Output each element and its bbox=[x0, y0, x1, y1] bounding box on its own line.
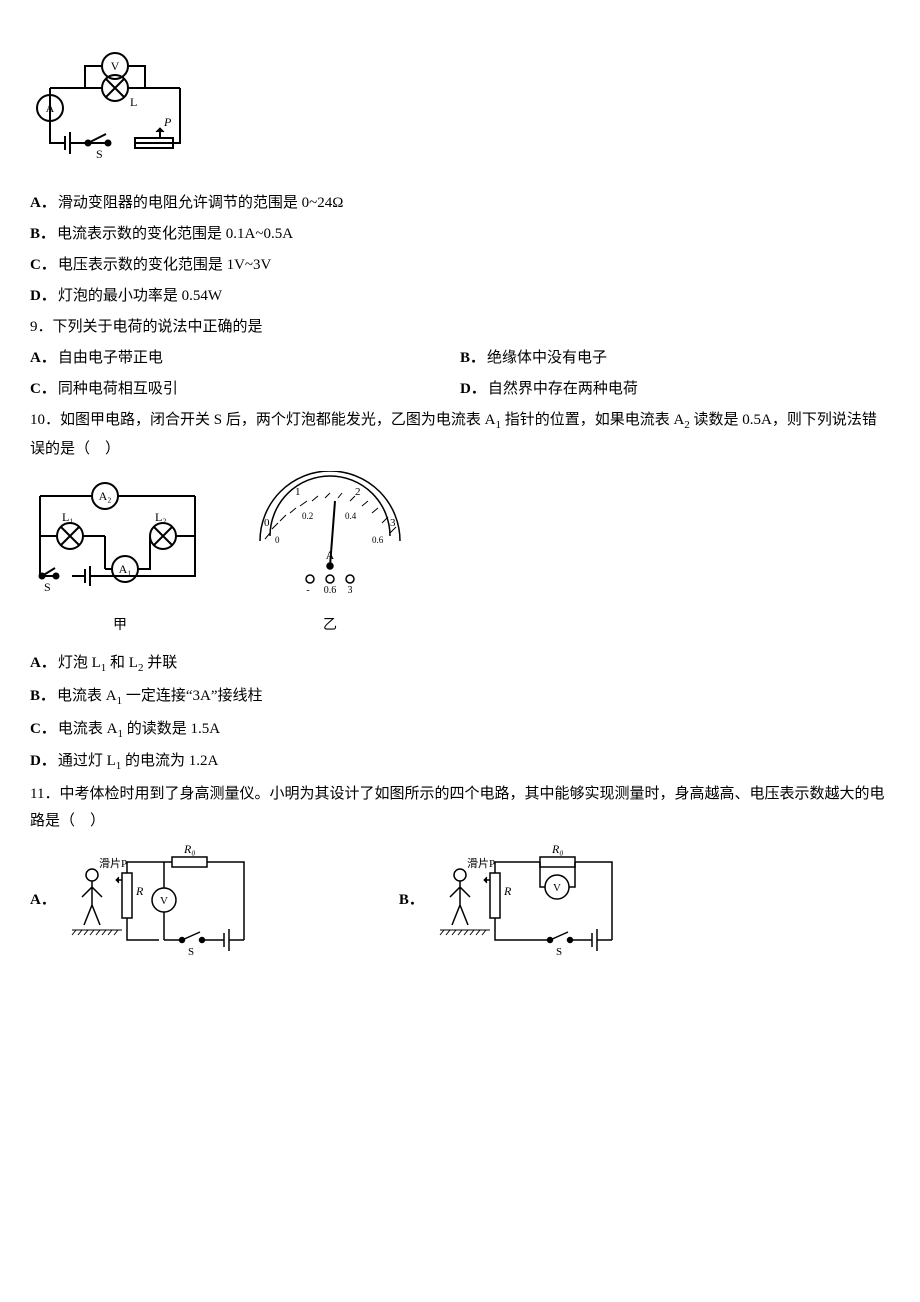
q10-diagrams: A₂ A₁ L₁ L₂ S 甲 0 bbox=[30, 471, 890, 638]
yi-outer-3: 3 bbox=[390, 517, 396, 529]
q10-option-d: D．通过灯 L1 的电流为 1.2A bbox=[30, 748, 890, 777]
q10-option-c: C．电流表 A1 的读数是 1.5A bbox=[30, 716, 890, 745]
q10-yi-caption: 乙 bbox=[240, 613, 420, 638]
q9-c-text: 同种电荷相互吸引 bbox=[58, 381, 178, 397]
q11-a-label: A． bbox=[30, 887, 56, 914]
label-l: L bbox=[130, 95, 137, 109]
q9-option-d: D．自然界中存在两种电荷 bbox=[460, 376, 890, 403]
q9-option-b: B．绝缘体中没有电子 bbox=[460, 345, 890, 372]
q10-option-b: B．电流表 A1 一定连接“3A”接线柱 bbox=[30, 683, 890, 712]
yi-outer-1: 1 bbox=[295, 486, 301, 498]
q11-option-a: A． bbox=[30, 845, 259, 955]
q11a-r: R bbox=[135, 884, 144, 898]
label-p: P bbox=[163, 115, 172, 129]
q11b-r: R bbox=[503, 884, 512, 898]
yi-inner-3: 0.6 bbox=[372, 535, 384, 545]
q11-a-svg: 滑片P R R₀ V S bbox=[64, 845, 259, 955]
yi-r1: 0.6 bbox=[324, 585, 337, 596]
yi-outer-0: 0 bbox=[264, 517, 270, 529]
yi-symbol: A bbox=[326, 548, 335, 562]
q11b-p: 滑片P bbox=[467, 857, 495, 870]
yi-inner-0: 0 bbox=[275, 535, 280, 545]
yi-inner-1: 0.2 bbox=[302, 511, 313, 521]
label-v: V bbox=[111, 59, 120, 73]
yi-r2: 3 bbox=[348, 585, 353, 596]
label-a: A bbox=[46, 101, 55, 115]
q11-b-label: B． bbox=[399, 887, 424, 914]
svg-text:S: S bbox=[44, 580, 51, 594]
svg-text:L₂: L₂ bbox=[155, 510, 167, 524]
q11a-p: 滑片P bbox=[99, 857, 127, 870]
q9-b-text: 绝缘体中没有电子 bbox=[487, 350, 607, 366]
q8-a-text: 滑动变阻器的电阻允许调节的范围是 0~24Ω bbox=[58, 195, 344, 211]
q8-d-text: 灯泡的最小功率是 0.54W bbox=[58, 288, 222, 304]
q11a-v: V bbox=[160, 895, 168, 907]
yi-r0: - bbox=[306, 585, 309, 596]
q11-options-row: A． bbox=[30, 845, 890, 955]
yi-inner-2: 0.4 bbox=[345, 511, 357, 521]
q11-option-b: B． bbox=[399, 845, 627, 955]
svg-text:A₂: A₂ bbox=[99, 489, 112, 503]
label-s: S bbox=[96, 147, 103, 161]
q9-option-a: A．自由电子带正电 bbox=[30, 345, 460, 372]
q10-stem-p1: 10．如图甲电路，闭合开关 S 后，两个灯泡都能发光，乙图为电流表 A bbox=[30, 412, 495, 428]
q11b-v: V bbox=[553, 882, 561, 894]
q11-b-svg: 滑片P R R₀ V S bbox=[432, 845, 627, 955]
q11-stem: 11．中考体检时用到了身高测量仪。小明为其设计了如图所示的四个电路，其中能够实现… bbox=[30, 781, 890, 835]
yi-outer-2: 2 bbox=[355, 486, 361, 498]
q10-jia-svg: A₂ A₁ L₁ L₂ S bbox=[30, 471, 210, 601]
q8-option-a: A．滑动变阻器的电阻允许调节的范围是 0~24Ω bbox=[30, 190, 890, 217]
q10-option-a: A．灯泡 L1 和 L2 并联 bbox=[30, 650, 890, 679]
q10-jia-caption: 甲 bbox=[30, 613, 210, 638]
svg-text:A₁: A₁ bbox=[119, 562, 132, 576]
q8-option-b: B．电流表示数的变化范围是 0.1A~0.5A bbox=[30, 221, 890, 248]
q11a-r0: R₀ bbox=[183, 845, 196, 856]
q10-stem: 10．如图甲电路，闭合开关 S 后，两个灯泡都能发光，乙图为电流表 A1 指针的… bbox=[30, 407, 890, 463]
q9-a-text: 自由电子带正电 bbox=[58, 350, 163, 366]
q8-circuit-diagram: V L A S P bbox=[30, 48, 890, 178]
q8-svg: V L A S P bbox=[30, 48, 200, 168]
svg-text:L₁: L₁ bbox=[62, 510, 74, 524]
q11b-r0: R₀ bbox=[551, 845, 564, 856]
q9-d-text: 自然界中存在两种电荷 bbox=[488, 381, 638, 397]
q9-option-c: C．同种电荷相互吸引 bbox=[30, 376, 460, 403]
q11b-s: S bbox=[556, 946, 562, 955]
q8-option-c: C．电压表示数的变化范围是 1V~3V bbox=[30, 252, 890, 279]
q9-stem: 9．下列关于电荷的说法中正确的是 bbox=[30, 314, 890, 341]
q10-yi-svg: 0 1 2 3 0 0.2 0.4 0.6 A - 0.6 3 bbox=[240, 471, 420, 601]
q10-stem-p2: 指针的位置，如果电流表 A bbox=[501, 412, 684, 428]
q8-c-text: 电压表示数的变化范围是 1V~3V bbox=[58, 257, 272, 273]
q8-option-d: D．灯泡的最小功率是 0.54W bbox=[30, 283, 890, 310]
q8-b-text: 电流表示数的变化范围是 0.1A~0.5A bbox=[57, 226, 293, 242]
q11a-s: S bbox=[188, 946, 194, 955]
